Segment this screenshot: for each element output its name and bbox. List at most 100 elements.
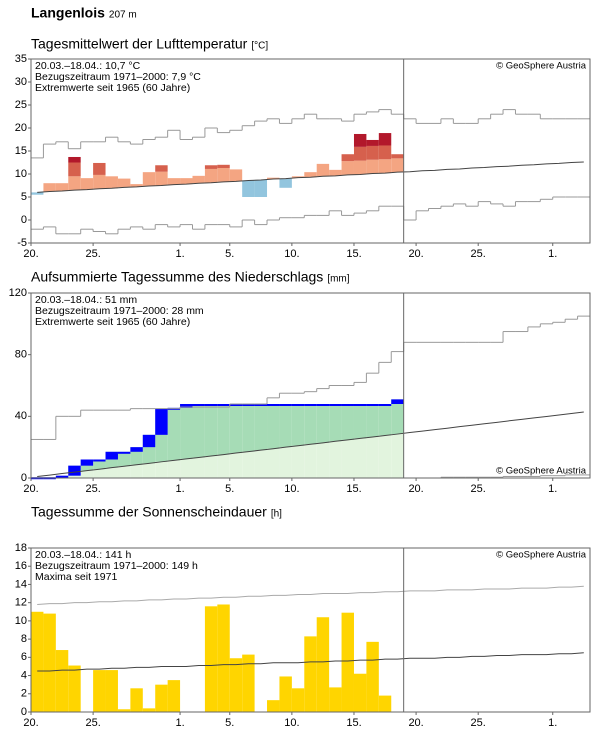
x-tick-label: 25. [471,248,486,260]
daily-increment [80,459,94,466]
reference-fill [167,460,181,478]
bar [142,708,156,712]
daily-increment [68,465,81,476]
x-tick-label: 25. [85,717,100,729]
anomaly-bar [353,133,367,147]
bar [341,612,354,712]
daily-increment [329,404,342,406]
anomaly-bar [341,154,354,162]
surplus-fill [329,404,342,442]
reference-fill [366,436,379,478]
x-tick-label: 15. [346,248,361,260]
reference-fill [80,470,94,478]
x-tick-label: 15. [346,483,361,495]
bar [155,684,168,712]
reference-fill [391,434,404,478]
y-tick-label: 14 [15,578,27,590]
chart-title: Tagessumme der Sonnenscheindauer [31,504,267,520]
daily-increment [267,404,280,406]
anomaly-bar [341,161,354,175]
y-tick-label: 8 [21,633,27,645]
anomaly-bar [366,139,379,146]
y-tick-label: 0 [21,706,27,718]
anomaly-bar [242,180,255,197]
y-tick-label: 5 [21,191,27,203]
y-tick-label: -5 [17,237,27,249]
anomaly-bar [366,145,379,160]
bar [68,665,81,712]
daily-increment [254,404,268,406]
bar [167,680,181,712]
bar [43,613,56,712]
x-tick-label: 1. [175,717,184,729]
reference-fill [378,435,392,478]
x-tick-label: 15. [346,717,361,729]
reference-fill [117,466,131,478]
anomaly-bar [378,159,392,174]
bar [353,673,367,712]
daily-increment [304,404,317,406]
anomaly-bar [217,164,230,169]
reference-fill [279,447,292,478]
y-tick-label: 12 [15,597,27,609]
bar [117,709,131,712]
surplus-fill [167,407,181,461]
anomaly-bar [80,178,94,190]
reference-fill [130,464,143,478]
y-tick-label: 0 [21,472,27,484]
x-tick-label: 5. [225,248,234,260]
reference-fill [291,445,305,478]
x-tick-label: 10. [284,483,299,495]
daily-increment [341,404,354,406]
y-tick-label: 10 [15,168,27,180]
anomaly-bar [117,178,131,188]
reference-fill [304,444,317,478]
x-tick-label: 20. [23,717,38,729]
surplus-fill [304,404,317,445]
daily-increment [142,434,156,448]
x-tick-label: 20. [408,248,423,260]
anomaly-bar [93,162,106,175]
plot-frame [30,547,591,713]
anomaly-bar [142,172,156,186]
anomaly-bar [68,176,81,191]
reference-fill [180,458,193,478]
annotation: 20.03.–18.04.: 141 h [35,549,131,561]
reference-line [37,652,584,672]
bar [291,688,305,712]
daily-increment [55,475,69,478]
y-tick-label: 6 [21,651,27,663]
plot-frame [30,292,591,479]
surplus-fill [229,404,243,454]
y-tick-label: 35 [15,53,27,65]
chart-unit: [mm] [327,274,349,285]
surplus-fill [341,404,354,440]
station-elevation: 207 m [109,10,137,21]
x-tick-label: 20. [408,483,423,495]
x-tick-label: 10. [284,717,299,729]
y-tick-label: 40 [15,410,27,422]
bar [366,641,379,712]
daily-increment [366,404,379,406]
daily-increment [391,399,404,404]
daily-increment [353,404,367,406]
y-tick-label: 18 [15,542,27,554]
anomaly-bar [43,183,56,192]
x-tick-label: 5. [225,483,234,495]
x-tick-label: 25. [85,248,100,260]
copyright: © GeoSphere Austria [496,61,587,72]
anomaly-bar [267,177,280,180]
anomaly-bar [353,146,367,161]
reference-fill [105,467,118,478]
reference-fill [267,448,280,478]
anomaly-bar [93,174,106,189]
anomaly-bar [366,159,379,174]
anomaly-bar [204,168,218,183]
reference-fill [329,441,342,478]
surplus-fill [180,404,193,459]
anomaly-bar [329,169,342,176]
anomaly-bar [391,158,404,173]
plot-area [31,59,590,243]
anomaly-bar [291,176,305,178]
reference-fill [254,450,268,478]
